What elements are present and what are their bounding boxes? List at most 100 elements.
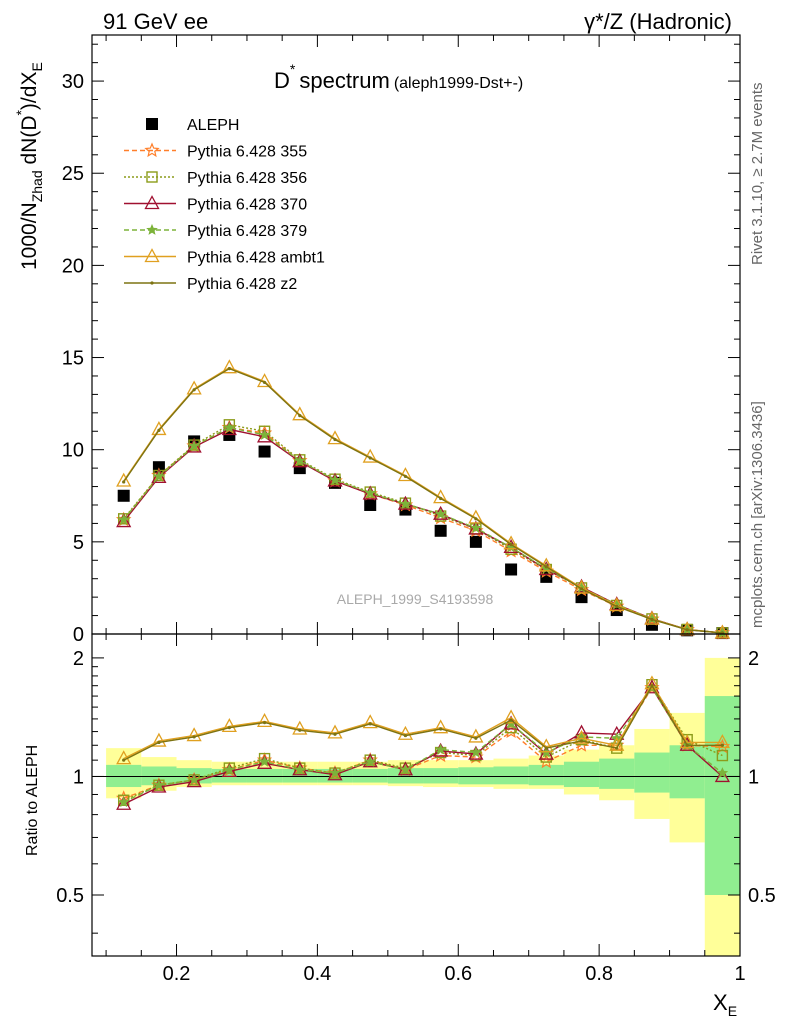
ratio-point-pythia-6-428-379 — [364, 755, 377, 767]
legend-label-aleph: ALEPH — [187, 117, 239, 134]
ratio-point-pythia-6-428-ambt1 — [644, 675, 660, 690]
data-point-pythia-6-428-379 — [294, 454, 306, 466]
main-y-axis-label: 1000/NZhad dN(D*)/dXE — [13, 62, 45, 270]
data-point-pythia-6-428-379 — [399, 498, 412, 509]
data-point-pythia-6-428-ambt1 — [151, 421, 167, 436]
main-y-tick-label: 0 — [73, 624, 84, 646]
legend-item-pythia-6-428-ambt1: Pythia 6.428 ambt1 — [124, 248, 325, 267]
data-point-aleph — [434, 524, 447, 537]
ratio-point-pythia-6-428-379 — [470, 746, 482, 758]
x-tick-label: 0.6 — [444, 963, 472, 985]
series-pythia-6-428-z2 — [122, 366, 724, 635]
ratio-y-tick-label-left: 2 — [73, 648, 84, 670]
series-line-pythia-6-428-z2 — [123, 367, 723, 634]
ratio-band-inner — [282, 768, 318, 783]
data-point-pythia-6-428-379 — [223, 421, 236, 433]
ratio-point-pythia-6-428-z2 — [439, 727, 443, 731]
legend-marker-pythia-6-428-356 — [146, 171, 158, 183]
ratio-point-pythia-6-428-z2 — [403, 733, 408, 738]
ratio-point-pythia-6-428-z2 — [368, 722, 372, 726]
ratio-band-inner — [423, 768, 459, 784]
ratio-point-pythia-6-428-z2 — [333, 732, 337, 736]
axes-group: 0 5 10 15 20 25 30 0.2 0.4 0.6 0.8 1 0.5 0.5 1 1 2 2 — [56, 34, 776, 985]
data-point-pythia-6-428-z2 — [544, 565, 548, 569]
ratio-point-pythia-6-428-ambt1 — [573, 729, 590, 744]
legend: ALEPH Pythia 6.428 355 Pythia 6.428 356 Pyt… — [124, 117, 325, 293]
ratio-band-inner — [599, 758, 635, 789]
ratio-point-pythia-6-428-379 — [329, 767, 341, 778]
main-series-group — [115, 359, 731, 640]
ratio-point-pythia-6-428-z2 — [579, 739, 584, 743]
ratio-point-pythia-6-428-z2 — [227, 726, 231, 730]
legend-label-pythia-6-428-370: Pythia 6.428 370 — [187, 197, 307, 214]
legend-marker-pythia-6-428-379 — [146, 223, 158, 235]
legend-marker-aleph — [146, 118, 158, 130]
main-y-tick-label: 5 — [73, 532, 84, 554]
ratio-point-pythia-6-428-379 — [153, 779, 165, 791]
data-point-pythia-6-428-z2 — [262, 380, 267, 385]
legend-label-pythia-6-428-379: Pythia 6.428 379 — [187, 223, 307, 240]
ratio-point-pythia-6-428-370 — [538, 745, 554, 760]
main-y-tick-label: 30 — [62, 71, 84, 93]
legend-item-pythia-6-428-370: Pythia 6.428 370 — [124, 195, 307, 214]
ratio-point-pythia-6-428-ambt1 — [151, 732, 167, 747]
ratio-point-pythia-6-428-z2 — [157, 740, 161, 745]
ratio-point-pythia-6-428-z2 — [474, 736, 478, 740]
data-point-pythia-6-428-379 — [258, 428, 271, 440]
legend-label-pythia-6-428-355: Pythia 6.428 355 — [187, 144, 307, 161]
ratio-point-pythia-6-428-ambt1 — [362, 714, 378, 729]
ratio-point-pythia-6-428-ambt1 — [256, 713, 273, 728]
ratio-point-pythia-6-428-ambt1 — [116, 750, 132, 765]
ratio-band-inner — [528, 764, 564, 786]
ratio-point-pythia-6-428-379 — [294, 763, 306, 775]
ratio-point-pythia-6-428-ambt1 — [433, 719, 449, 734]
ratio-band-inner — [246, 768, 283, 783]
ratio-point-pythia-6-428-ambt1 — [609, 736, 625, 751]
data-point-aleph — [505, 563, 518, 576]
main-y-tick-label: 15 — [62, 348, 84, 370]
ratio-point-pythia-6-428-356 — [716, 749, 729, 762]
ratio-point-pythia-6-428-379 — [434, 743, 447, 755]
x-tick-label: 0.4 — [303, 963, 331, 985]
ratio-point-pythia-6-428-379 — [399, 763, 412, 775]
rivet-label: Rivet 3.1.10, ≥ 2.7M events — [749, 83, 766, 266]
series-aleph — [117, 428, 729, 640]
ratio-band-inner — [704, 696, 740, 895]
ratio-point-pythia-6-428-ambt1 — [397, 725, 414, 740]
legend-item-aleph: ALEPH — [146, 117, 239, 134]
ratio-band-inner — [563, 761, 600, 788]
ratio-point-pythia-6-428-z2 — [298, 728, 302, 732]
data-point-pythia-6-428-z2 — [403, 474, 408, 479]
data-point-pythia-6-428-z2 — [368, 456, 372, 460]
legend-marker-pythia-6-428-355 — [144, 142, 160, 158]
ratio-point-pythia-6-428-z2 — [262, 721, 267, 725]
ratio-band-inner — [352, 768, 388, 783]
ratio-point-pythia-6-428-z2 — [685, 743, 689, 747]
ratio-point-pythia-6-428-z2 — [122, 758, 126, 762]
legend-item-pythia-6-428-z2: Pythia 6.428 z2 — [124, 276, 297, 293]
ratio-point-pythia-6-428-379 — [223, 763, 236, 775]
data-point-pythia-6-428-z2 — [192, 388, 196, 392]
ratio-point-pythia-6-428-ambt1 — [714, 734, 730, 749]
ratio-point-pythia-6-428-ambt1 — [221, 718, 237, 733]
data-point-pythia-6-428-z2 — [122, 480, 126, 484]
x-tick-label: 0.8 — [585, 963, 613, 985]
ratio-y-tick-label-right: 0.5 — [748, 885, 776, 907]
mcplots-label: mcplots.cern.ch [arXiv:1306.3436] — [749, 401, 766, 628]
ratio-line-pythia-6-428-ambt1 — [123, 682, 723, 760]
data-point-pythia-6-428-z2 — [650, 617, 654, 622]
data-point-pythia-6-428-z2 — [579, 587, 584, 591]
data-point-pythia-6-428-z2 — [157, 428, 161, 432]
ratio-band-inner — [458, 767, 494, 785]
data-point-aleph — [364, 498, 377, 511]
x-tick-label: 1 — [734, 963, 745, 985]
ratio-y-tick-label-right: 1 — [748, 766, 759, 788]
ratio-y-tick-label-left: 1 — [73, 766, 84, 788]
ratio-point-pythia-6-428-z2 — [544, 746, 548, 750]
data-point-pythia-6-428-379 — [117, 513, 130, 525]
data-point-pythia-6-428-ambt1 — [292, 406, 308, 421]
legend-item-pythia-6-428-356: Pythia 6.428 356 — [124, 170, 307, 187]
ratio-band-inner — [387, 768, 424, 784]
data-point-pythia-6-428-ambt1 — [186, 380, 202, 395]
